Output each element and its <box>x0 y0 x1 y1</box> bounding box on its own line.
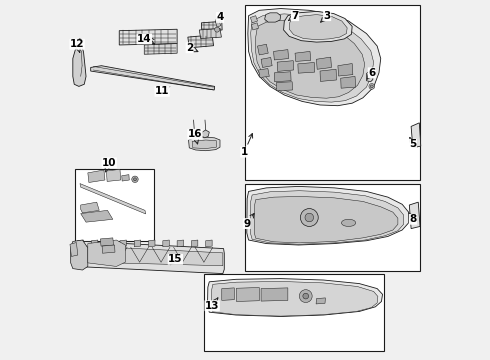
Polygon shape <box>251 14 373 102</box>
Text: 3: 3 <box>321 11 331 22</box>
Text: 10: 10 <box>102 158 117 172</box>
Polygon shape <box>70 243 78 256</box>
Polygon shape <box>88 170 105 183</box>
Text: 9: 9 <box>243 213 254 229</box>
Polygon shape <box>277 61 294 71</box>
Polygon shape <box>284 12 352 42</box>
Circle shape <box>303 293 309 299</box>
Polygon shape <box>106 169 121 181</box>
Circle shape <box>132 176 138 183</box>
Polygon shape <box>199 28 221 39</box>
Polygon shape <box>276 82 293 91</box>
Polygon shape <box>248 9 381 106</box>
Polygon shape <box>216 21 220 27</box>
Polygon shape <box>189 137 220 151</box>
Text: 12: 12 <box>70 39 84 53</box>
Polygon shape <box>298 63 315 73</box>
Circle shape <box>369 84 375 89</box>
Polygon shape <box>88 240 125 266</box>
Polygon shape <box>86 246 223 266</box>
Polygon shape <box>163 240 169 247</box>
Polygon shape <box>77 240 83 247</box>
Polygon shape <box>316 298 325 304</box>
Polygon shape <box>367 70 373 82</box>
Text: 14: 14 <box>137 34 154 44</box>
Circle shape <box>134 178 136 181</box>
Polygon shape <box>341 76 356 88</box>
Polygon shape <box>251 23 259 30</box>
Text: 15: 15 <box>168 254 183 265</box>
Circle shape <box>215 27 220 32</box>
Text: 1: 1 <box>241 134 253 157</box>
Polygon shape <box>201 21 222 31</box>
Polygon shape <box>273 50 289 60</box>
Polygon shape <box>265 13 281 22</box>
Polygon shape <box>211 282 378 316</box>
Polygon shape <box>250 191 404 244</box>
Text: 16: 16 <box>188 129 202 144</box>
Polygon shape <box>295 51 311 62</box>
Polygon shape <box>92 240 98 247</box>
Polygon shape <box>134 240 141 247</box>
Polygon shape <box>254 197 398 243</box>
Polygon shape <box>409 202 420 229</box>
Polygon shape <box>247 186 409 245</box>
Polygon shape <box>201 130 209 138</box>
Polygon shape <box>261 58 272 67</box>
Polygon shape <box>258 44 268 55</box>
Polygon shape <box>100 238 114 246</box>
Polygon shape <box>148 240 155 247</box>
Polygon shape <box>250 16 258 23</box>
Polygon shape <box>190 129 198 137</box>
Polygon shape <box>207 279 383 316</box>
Polygon shape <box>320 69 337 81</box>
Polygon shape <box>73 44 86 86</box>
Polygon shape <box>80 184 146 214</box>
Polygon shape <box>188 35 214 48</box>
Polygon shape <box>177 240 184 247</box>
Polygon shape <box>106 240 112 247</box>
Polygon shape <box>259 68 270 77</box>
Polygon shape <box>261 288 288 301</box>
Polygon shape <box>91 66 215 90</box>
Polygon shape <box>76 39 83 45</box>
Ellipse shape <box>342 219 356 226</box>
Polygon shape <box>274 72 291 82</box>
Bar <box>75 169 154 241</box>
Polygon shape <box>411 123 421 148</box>
Text: 8: 8 <box>409 213 416 224</box>
Polygon shape <box>289 15 347 40</box>
Polygon shape <box>81 202 99 213</box>
Polygon shape <box>120 240 126 247</box>
Polygon shape <box>206 240 212 247</box>
Text: 5: 5 <box>409 138 416 149</box>
Circle shape <box>300 208 318 226</box>
Polygon shape <box>338 64 353 76</box>
Text: 6: 6 <box>367 68 375 79</box>
Polygon shape <box>71 240 88 270</box>
Text: 7: 7 <box>289 11 299 21</box>
Polygon shape <box>72 242 224 274</box>
Polygon shape <box>317 57 331 69</box>
Polygon shape <box>122 175 129 181</box>
Circle shape <box>299 290 312 302</box>
Circle shape <box>370 85 373 88</box>
Text: 4: 4 <box>216 13 223 22</box>
Polygon shape <box>81 210 113 222</box>
Polygon shape <box>119 29 177 45</box>
Polygon shape <box>222 288 234 300</box>
Polygon shape <box>237 288 259 301</box>
Polygon shape <box>144 44 177 54</box>
Text: 2: 2 <box>186 43 198 53</box>
Polygon shape <box>192 240 198 247</box>
Polygon shape <box>102 245 115 253</box>
Text: 13: 13 <box>205 298 220 311</box>
Circle shape <box>305 213 314 222</box>
Bar <box>245 5 420 180</box>
Text: 11: 11 <box>155 86 170 96</box>
Polygon shape <box>192 140 217 149</box>
Bar <box>245 184 420 271</box>
Polygon shape <box>255 20 365 98</box>
Bar <box>204 274 384 351</box>
